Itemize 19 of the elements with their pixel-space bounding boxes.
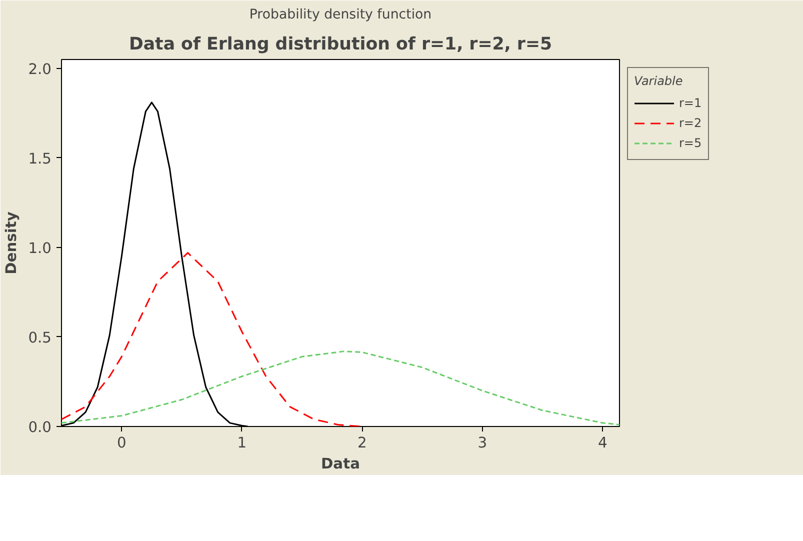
legend-label: r=1 bbox=[679, 96, 702, 110]
chart-subtitle: Probability density function bbox=[249, 8, 432, 22]
y-axis-title: Density bbox=[3, 211, 20, 274]
x-tick-label: 1 bbox=[237, 434, 247, 452]
y-tick-label: 1.5 bbox=[28, 150, 52, 168]
legend-label: r=5 bbox=[679, 136, 702, 150]
y-tick-label: 1.0 bbox=[28, 240, 52, 257]
x-tick-label: 4 bbox=[598, 434, 608, 452]
y-tick-label: 0.0 bbox=[28, 419, 52, 436]
legend-title: Variable bbox=[634, 74, 684, 88]
y-tick-label: 0.5 bbox=[28, 329, 52, 346]
legend-label: r=2 bbox=[679, 116, 702, 130]
y-tick-label: 2.0 bbox=[28, 60, 52, 78]
x-tick-label: 3 bbox=[478, 434, 488, 452]
x-axis-title: Data bbox=[321, 456, 360, 472]
x-tick-label: 0 bbox=[116, 434, 126, 452]
x-tick-label: 2 bbox=[357, 434, 367, 452]
chart-title: Data of Erlang distribution of r=1, r=2, r=5 bbox=[128, 34, 552, 54]
line-series bbox=[62, 350, 620, 426]
